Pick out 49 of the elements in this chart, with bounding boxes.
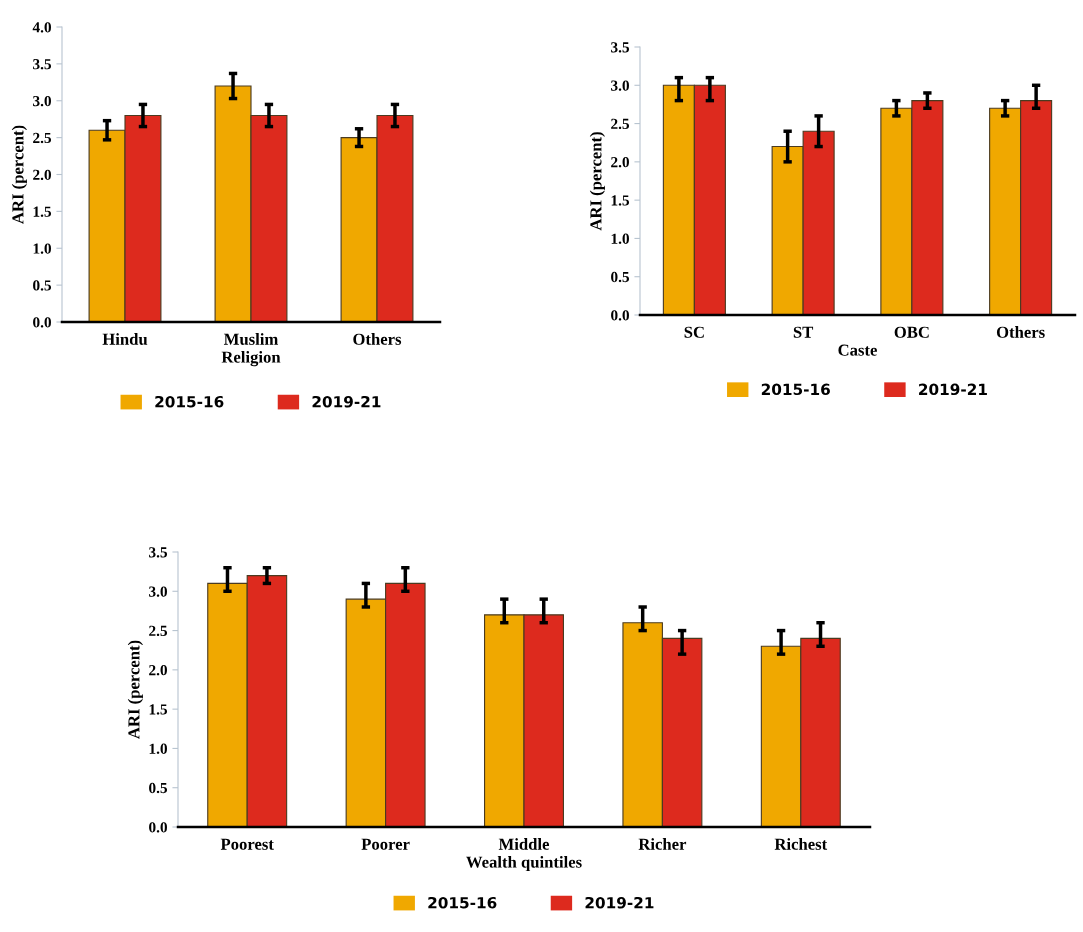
x-tick-label: ST — [793, 326, 814, 338]
x-tick-label: Poorest — [220, 838, 274, 850]
x-tick-label: SC — [684, 326, 704, 338]
y-tick-label: 2.5 — [149, 625, 168, 637]
y-axis-title: ARI (percent) — [589, 132, 605, 231]
y-tick-label: 2.5 — [33, 132, 52, 144]
y-tick-label: 3.0 — [611, 80, 629, 91]
x-tick-label: Middle — [498, 838, 550, 850]
y-tick-label: 3.0 — [33, 95, 51, 107]
y-tick-label: 3.0 — [149, 586, 167, 597]
x-axis-title: Religion — [221, 351, 281, 367]
y-tick-label: 1.0 — [611, 233, 629, 244]
x-tick-label: Others — [353, 333, 402, 345]
y-tick-label: 3.5 — [149, 547, 168, 558]
y-tick-label: 0.5 — [149, 782, 168, 794]
legend-label: 2019-21 — [585, 896, 654, 909]
x-tick-label: Richer — [638, 838, 687, 850]
y-tick-label: 4.0 — [32, 22, 51, 33]
y-tick-label: 1.5 — [149, 704, 168, 715]
y-tick-label: 0.0 — [611, 310, 629, 321]
y-tick-label: 1.5 — [611, 195, 630, 206]
x-axis-title: Caste — [838, 344, 877, 356]
y-tick-label: 0.0 — [33, 317, 51, 328]
legend-label: 2019-21 — [919, 383, 987, 396]
y-axis-title: ARI (percent) — [127, 640, 143, 739]
x-tick-label: Poorer — [361, 838, 410, 850]
y-tick-label: 0.5 — [611, 271, 630, 283]
x-tick-label: Hindu — [102, 333, 148, 345]
x-tick-label: Others — [996, 326, 1045, 338]
x-tick-label: Richest — [774, 838, 828, 850]
legend-label: 2015-16 — [428, 896, 497, 909]
y-tick-label: 1.0 — [33, 243, 51, 254]
y-tick-label: 1.0 — [149, 743, 167, 754]
y-tick-label: 2.5 — [611, 118, 630, 130]
y-tick-label: 2.0 — [149, 665, 167, 676]
y-tick-label: 3.5 — [33, 59, 52, 70]
y-tick-label: 2.0 — [33, 169, 51, 181]
y-tick-label: 1.5 — [33, 206, 52, 217]
y-tick-label: 0.5 — [33, 280, 52, 291]
x-tick-label: Muslim — [223, 333, 279, 345]
legend-label: 2015-16 — [155, 395, 224, 408]
x-tick-label: OBC — [894, 326, 929, 338]
y-tick-label: 2.0 — [611, 157, 629, 168]
y-tick-label: 3.5 — [611, 42, 630, 53]
legend-label: 2015-16 — [761, 383, 830, 396]
legend-label: 2019-21 — [312, 395, 381, 408]
y-tick-label: 0.0 — [149, 822, 167, 833]
y-axis-title: ARI (percent) — [11, 125, 27, 224]
x-axis-title: Wealth quintiles — [466, 856, 582, 872]
